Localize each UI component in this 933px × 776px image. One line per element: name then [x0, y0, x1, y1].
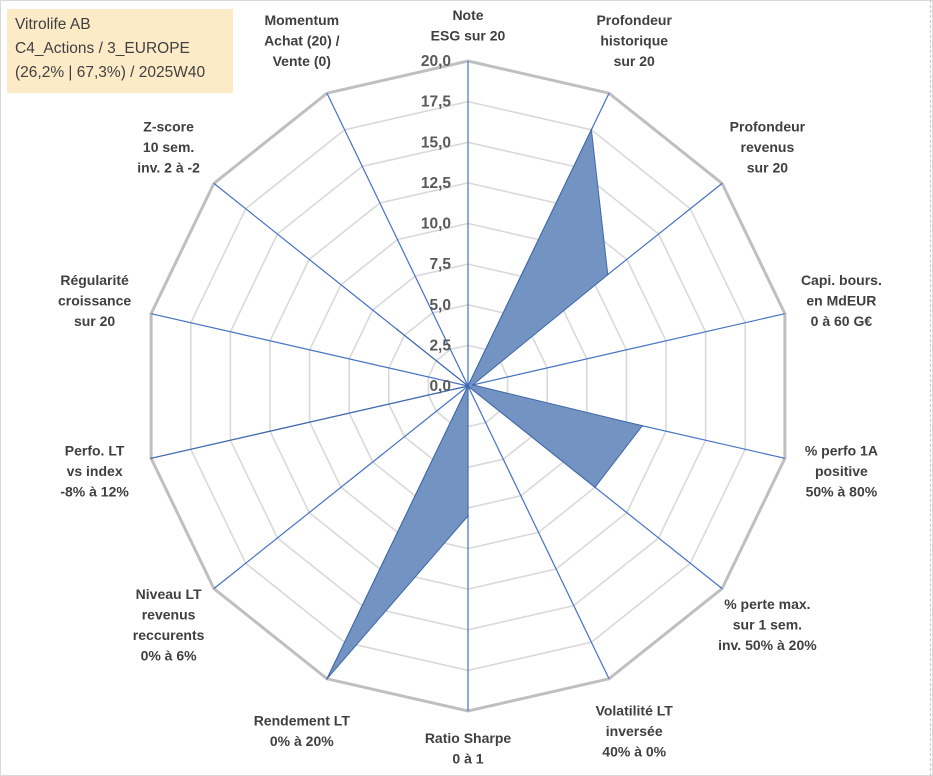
category-label-line: 10 sem. [143, 139, 194, 155]
category-label-line: 50% à 80% [806, 484, 878, 500]
axis-spoke [467, 385, 610, 680]
category-label-line: Z-score [143, 119, 194, 135]
category-label-line: en MdEUR [806, 293, 876, 309]
tick-label: 12,5 [421, 175, 452, 192]
tick-label: 17,5 [421, 94, 452, 111]
category-label-line: positive [815, 463, 868, 479]
data-point [594, 486, 596, 489]
axis-spoke [326, 92, 469, 387]
info-box: Vitrolife AB C4_Actions / 3_EUROPE (26,2… [7, 9, 233, 93]
category-label-line: inversée [606, 723, 663, 739]
category-label-line: sur 20 [74, 313, 115, 329]
category-label-line: sur 20 [614, 53, 655, 69]
category-label-line: Note [452, 7, 483, 23]
category-label-line: Vente (0) [273, 53, 331, 69]
category-label-line: Volatilité LT [596, 702, 674, 718]
category-label-line: reccurents [133, 627, 205, 643]
data-point [326, 678, 328, 680]
series-polygon [150, 128, 644, 680]
tick-label: 5,0 [429, 297, 451, 314]
axis-spoke [467, 313, 786, 387]
category-label-line: % perte max. [724, 596, 810, 612]
category-label-line: sur 1 sem. [733, 617, 802, 633]
window-edge [930, 0, 933, 776]
series-area [150, 128, 644, 680]
category-label-line: -8% à 12% [60, 484, 129, 500]
category-label: % perfo 1A positive 50% à 80% [805, 443, 878, 500]
portfolio-line: C4_Actions / 3_EUROPE [15, 40, 190, 57]
category-labels: Note ESG sur 20 Profondeur historique sur 20… [58, 7, 882, 767]
category-label: Rendement LT 0% à 20% [254, 713, 351, 750]
category-label: Volatilité LT inversée 40% à 0% [596, 702, 674, 759]
category-label-line: historique [600, 33, 668, 49]
data-point [590, 129, 593, 131]
category-label: Z-score 10 sem. inv. 2 à -2 [137, 119, 200, 176]
data-point [396, 328, 398, 331]
axis-spoke [150, 313, 469, 387]
category-label-line: revenus [142, 606, 196, 622]
category-label-line: 0 à 1 [452, 751, 483, 767]
category-label-line: Régularité [60, 272, 129, 288]
category-label-line: 0 à 60 G€ [811, 313, 873, 329]
category-label-line: sur 20 [747, 160, 788, 176]
data-point [467, 385, 469, 387]
category-label: % perte max. sur 1 sem. inv. 50% à 20% [718, 596, 817, 653]
tick-label: 0,0 [429, 378, 451, 395]
category-label: Niveau LT revenus reccurents 0% à 6% [133, 586, 205, 664]
category-label-line: revenus [741, 139, 795, 155]
category-label: Ratio Sharpe 0 à 1 [425, 730, 512, 767]
data-point [150, 457, 152, 460]
category-label: Note ESG sur 20 [431, 7, 506, 44]
category-label-line: Niveau LT [136, 586, 202, 602]
category-label-line: Perfo. LT [65, 443, 125, 459]
data-point [472, 384, 474, 386]
category-label: Capi. bours. en MdEUR 0 à 60 G€ [801, 272, 882, 329]
category-label-line: croissance [58, 293, 131, 309]
data-point [607, 273, 609, 276]
stats-line: (26,2% | 67,3%) / 2025W40 [15, 64, 206, 81]
category-label-line: Achat (20) / [264, 33, 340, 49]
category-label-line: Momentum [264, 12, 339, 28]
category-label-line: Rendement LT [254, 713, 351, 729]
data-point [467, 515, 469, 517]
category-label: Régularité croissance sur 20 [58, 272, 131, 329]
category-label: Momentum Achat (20) / Vente (0) [264, 12, 340, 69]
category-label-line: Profondeur [596, 12, 672, 28]
data-point [641, 425, 644, 427]
category-label-line: vs index [67, 463, 123, 479]
category-label-line: 0% à 6% [141, 647, 198, 663]
company-name: Vitrolife AB [15, 16, 91, 33]
category-label-line: Capi. bours. [801, 272, 882, 288]
category-label-line: Profondeur [730, 119, 806, 135]
tick-label: 10,0 [421, 216, 451, 233]
category-label-line: ESG sur 20 [431, 28, 506, 44]
tick-label: 20,0 [421, 53, 451, 70]
tick-label: 7,5 [429, 256, 451, 273]
category-label-line: inv. 2 à -2 [137, 160, 200, 176]
tick-label: 15,0 [421, 134, 451, 151]
category-label: Profondeur historique sur 20 [596, 12, 672, 69]
radial-tick-labels: 0,0 2,5 5,0 7,5 10,0 12,5 15,0 17,5 20,0 [421, 53, 452, 395]
axis-spoke [213, 385, 469, 590]
tick-label: 2,5 [429, 337, 451, 354]
category-label-line: Ratio Sharpe [425, 730, 512, 746]
category-label: Profondeur revenus sur 20 [730, 119, 806, 176]
category-label: Perfo. LT vs index -8% à 12% [60, 443, 129, 500]
category-label-line: 0% à 20% [270, 733, 334, 749]
category-label-line: 40% à 0% [602, 743, 666, 759]
category-label-line: % perfo 1A [805, 443, 878, 459]
category-label-line: inv. 50% à 20% [718, 637, 817, 653]
